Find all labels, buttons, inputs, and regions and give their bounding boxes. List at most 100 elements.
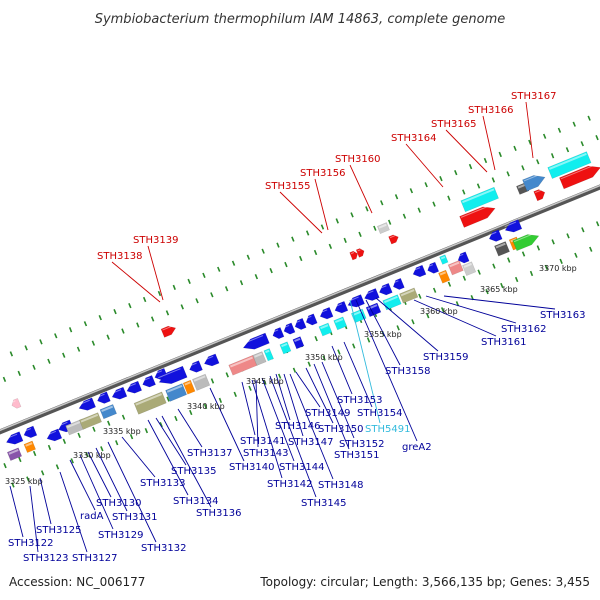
gene-labels: STH3138 STH3139 STH3155 STH3156 STH3160 STH31… [8,91,585,564]
gene-label-sth3140[interactable]: STH3140 [229,462,274,473]
tick-mark-2-488 [462,275,467,281]
tick-mark-3-216 [218,397,223,403]
rev-leader-STH3130 [87,451,112,498]
tick-mark-0-136 [98,315,102,321]
gene-label-sth3129[interactable]: STH3129 [98,530,143,541]
gene-label-sth3137[interactable]: STH3137 [187,448,232,459]
rev-gene-arrow-13 [142,375,156,388]
tick-mark-1-568 [506,171,510,177]
gene-label-sth5491[interactable]: STH5491 [365,424,410,435]
gene-label-sth3144[interactable]: STH3144 [279,462,324,473]
gene-label-sth3158[interactable]: STH3158 [385,366,430,377]
gene-label-sth3164[interactable]: STH3164 [391,133,436,144]
gene-label-sth3152[interactable]: STH3152 [339,439,384,450]
rev-leader-STH3147 [283,373,304,437]
gene-label-sth3153[interactable]: STH3153 [337,395,382,406]
rev-gene-arrow-27 [283,322,296,335]
rev-gene-box-46 [439,254,449,265]
gene-label-sth3156[interactable]: STH3156 [300,168,345,179]
gene-label-rada[interactable]: radA [80,511,104,522]
gene-label-sth3123[interactable]: STH3123 [23,553,68,564]
tick-mark-1-216 [180,304,184,310]
gene-label-sth3125[interactable]: STH3125 [36,525,81,536]
fwd-leader-STH3156 [314,178,329,231]
tick-mark-0-424 [365,206,369,212]
tick-mark-2-504 [477,269,481,275]
rev-leader-STH3154 [343,341,373,408]
tick-mark-0-568 [498,151,502,158]
rev-gene-box-50 [462,261,477,277]
gene-label-sth3147[interactable]: STH3147 [288,437,333,448]
gene-label-sth3160[interactable]: STH3160 [335,154,380,165]
gene-label-sth3162[interactable]: STH3162 [501,324,546,335]
tick-mark-3-280 [277,373,282,379]
gene-label-grea2[interactable]: greA2 [402,442,432,453]
rev-leader-STH3150 [305,367,334,424]
gene-label-sth3133[interactable]: STH3133 [140,478,185,489]
gene-label-sth3146[interactable]: STH3146 [275,421,320,432]
gene-label-sth3161[interactable]: STH3161 [481,337,526,348]
tick-mark-2-328 [314,336,318,342]
tick-mark-2-568 [536,245,541,251]
fwd-leader-STH3138 [111,261,161,303]
gene-label-sth3163[interactable]: STH3163 [540,310,585,321]
gene-label-sth3135[interactable]: STH3135 [171,466,216,477]
tick-mark-0-264 [217,266,221,272]
gene-label-sth3148[interactable]: STH3148 [318,480,363,491]
tick-mark-0-440 [380,200,384,206]
tick-mark-3-344 [337,349,341,355]
gene-label-sth3155[interactable]: STH3155 [265,181,310,192]
rev-gene-arrow-37 [363,288,380,301]
tick-mark-3-8 [26,476,30,482]
tick-mark-1-40 [17,370,21,377]
fwd-gene-red-2 [349,250,358,261]
gene-label-sth3127[interactable]: STH3127 [72,553,117,564]
rev-leader-STH3123 [29,485,39,553]
gene-label-sth3142[interactable]: STH3142 [267,479,312,490]
tick-mark-0-472 [409,188,414,194]
gene-label-sth3159[interactable]: STH3159 [423,352,468,363]
tick-mark-0-232 [187,278,191,285]
gene-label-sth3165[interactable]: STH3165 [431,119,476,130]
gene-label-sth3122[interactable]: STH3122 [8,538,53,549]
label-leaders [9,101,556,553]
gene-label-sth3131[interactable]: STH3131 [112,512,157,523]
tick-mark-3-72 [85,452,89,458]
rev-leader-STH3153 [331,345,353,395]
tick-mark-1-72 [47,358,51,364]
rev-gene-arrow-12 [126,380,143,394]
tick-mark-0-552 [483,157,488,164]
gene-label-sth3134[interactable]: STH3134 [173,496,218,507]
rev-leader-STH5491 [349,299,381,424]
gene-label-sth3143[interactable]: STH3143 [243,448,288,459]
gene-label-sth3151[interactable]: STH3151 [334,450,379,461]
gene-label-sth3145[interactable]: STH3145 [301,498,346,509]
tick-mark-3-520 [500,282,504,289]
tick-mark-2-440 [418,293,422,299]
rev-gene-box-51 [494,241,510,257]
tick-mark-1-56 [32,364,36,370]
gene-label-sth3136[interactable]: STH3136 [196,508,241,519]
gene-label-sth3132[interactable]: STH3132 [141,543,186,554]
gene-label-sth3130[interactable]: STH3130 [96,498,141,509]
tick-mark-1-344 [299,255,303,262]
gene-label-sth3141[interactable]: STH3141 [240,436,285,447]
tick-mark-3-376 [366,337,371,343]
rev-leader-STH3122 [9,485,24,538]
gene-label-sth3149[interactable]: STH3149 [305,408,350,419]
tick-mark-0-600 [528,139,532,145]
tick-mark-1-440 [387,219,392,225]
tick-mark-1-424 [373,225,377,231]
tick-mark-1-504 [447,195,451,201]
gene-label-sth3166[interactable]: STH3166 [468,105,513,116]
gene-label-sth3167[interactable]: STH3167 [511,91,556,102]
map-title: Symbiobacterium thermophilum IAM 14863, … [95,12,506,27]
tick-mark-2-56 [62,438,67,445]
rev-gene-box-3 [6,447,23,461]
tick-mark-0-648 [572,121,576,127]
gene-label-sth3154[interactable]: STH3154 [357,408,402,419]
gene-label-sth3138[interactable]: STH3138 [97,251,142,262]
rev-gene-box-34 [318,322,333,337]
gene-label-sth3139[interactable]: STH3139 [133,235,178,246]
gene-label-sth3150[interactable]: STH3150 [318,424,363,435]
